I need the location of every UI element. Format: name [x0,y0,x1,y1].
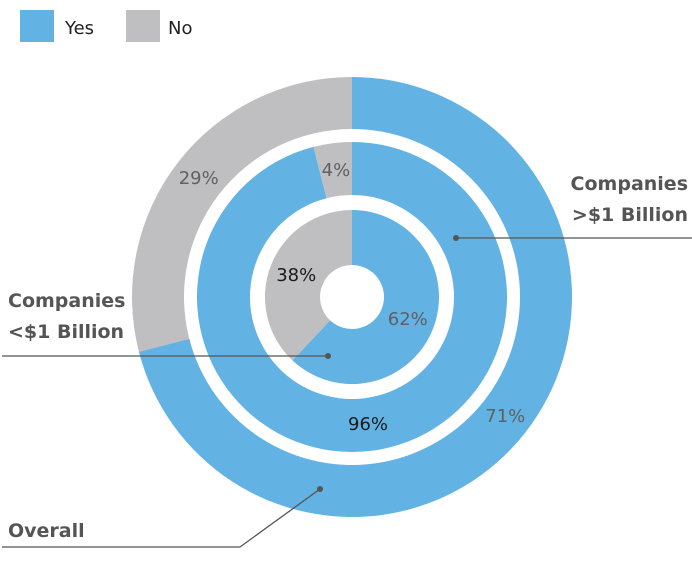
slice-labels: 71% 29% 96% 4% 62% 38% [179,160,526,435]
leader-dot-gt-1b [453,235,459,241]
slice-lt-1b-no [265,210,352,361]
leader-dot-overall [317,486,323,492]
slice-label-overall-no: 29% [179,168,219,189]
callout-lt-1b-line-2: <$1 Billion [8,321,124,343]
slice-label-gt-1b-no: 4% [322,160,351,181]
legend-swatch-no [126,10,160,42]
legend-label-yes: Yes [64,18,94,39]
slice-gt-1b-yes [196,142,507,452]
legend-label-no: No [168,18,192,39]
slice-label-gt-1b-yes: 96% [348,414,388,435]
leader-dot-lt-1b [325,353,331,359]
slice-label-overall-yes: 71% [485,406,525,427]
slice-lt-1b-yes [292,210,439,385]
slice-overall-no [132,77,352,352]
donut-rings [132,77,572,517]
callout-lt-1b-line-1: Companies [8,290,125,312]
legend-swatch-yes [20,10,54,42]
slice-gt-1b-no [313,142,352,199]
callout-gt-1b-line-2: >$1 Billion [572,204,688,226]
legend: Yes No [20,10,192,42]
callouts: Overall Companies >$1 Billion Companies <$1 … [2,173,692,548]
slice-label-lt-1b-yes: 62% [388,309,428,330]
slice-label-lt-1b-no: 38% [276,265,316,286]
callout-gt-1b-line-1: Companies [571,173,688,195]
callout-overall-line-1: Overall [8,520,85,542]
leader-line-overall [2,488,321,548]
